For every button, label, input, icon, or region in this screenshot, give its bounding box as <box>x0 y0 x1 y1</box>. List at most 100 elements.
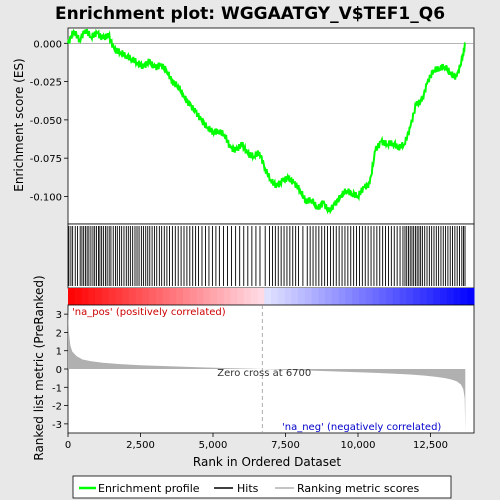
color-bar-segment <box>81 288 89 305</box>
color-bar-segment <box>122 288 130 305</box>
color-bar-segment <box>386 288 394 305</box>
metric-y-label: Ranked list metric (PreRanked) <box>32 275 46 460</box>
color-bar-segment <box>325 288 333 305</box>
color-bar-segment <box>230 288 238 305</box>
color-bar-segment <box>345 288 353 305</box>
color-bar-segment <box>237 288 245 305</box>
color-bar-segment <box>277 288 286 305</box>
color-bar-segment <box>243 288 252 305</box>
color-bar-segment <box>264 288 272 305</box>
color-bar-segment <box>189 288 198 305</box>
color-bar-segment <box>379 288 387 305</box>
es-y-tick-label: -0.100 <box>30 192 62 203</box>
color-bar-segment <box>433 288 441 305</box>
color-bar-segment <box>467 288 475 305</box>
ranking-metric-area <box>68 308 466 432</box>
color-bar-segment <box>162 288 170 305</box>
color-bar-segment <box>101 288 110 305</box>
color-bar-segment <box>460 288 468 305</box>
color-bar-segment <box>311 288 319 305</box>
color-bar-segment <box>257 288 265 305</box>
metric-y-tick-label: 3 <box>56 310 62 321</box>
metric-y-tick-label: 1 <box>56 347 62 358</box>
metric-y-tick-label: -1 <box>52 383 62 394</box>
color-bar-segment <box>155 288 164 305</box>
legend-item-hits: Hits <box>214 482 259 495</box>
color-bar-segment <box>304 288 313 305</box>
legend-profile-label: Enrichment profile <box>98 482 200 495</box>
pos-label: 'na_pos' (positively correlated) <box>72 307 226 318</box>
color-bar-segment <box>135 288 143 305</box>
color-bar-segment <box>176 288 184 305</box>
color-bar-segment <box>196 288 204 305</box>
color-bar-segment <box>271 288 279 305</box>
metric-y-tick-label: 0 <box>56 365 62 376</box>
chart-title: Enrichment plot: WGGAATGY_V$TEF1_Q6 <box>55 4 445 24</box>
x-tick-label: 7,500 <box>271 440 300 451</box>
legend-metric-label: Ranking metric scores <box>297 482 419 495</box>
color-bar-segment <box>446 288 455 305</box>
color-bar-segment <box>318 288 326 305</box>
correlation-color-bar <box>68 288 475 305</box>
x-tick-label: 12,500 <box>413 440 448 451</box>
legend-hits-label: Hits <box>237 482 259 495</box>
color-bar-segment <box>291 288 299 305</box>
color-bar-segment <box>203 288 211 305</box>
color-bar-segment <box>210 288 218 305</box>
es-y-tick-label: -0.025 <box>30 78 62 89</box>
x-axis-label: Rank in Ordered Dataset <box>193 455 341 469</box>
metric-y-axis: 3 2 1 0 -1 -2 -3 <box>52 310 68 431</box>
color-bar-segment <box>440 288 448 305</box>
x-axis: 0 2,500 5,000 7,500 10,000 12,500 <box>65 433 448 451</box>
color-bar-segment <box>284 288 292 305</box>
color-bar-segment <box>74 288 83 305</box>
color-bar-segment <box>413 288 421 305</box>
color-bar-segment <box>149 288 157 305</box>
neg-label: 'na_neg' (negatively correlated) <box>282 422 441 433</box>
es-y-axis: 0.000 -0.025 -0.050 -0.075 -0.100 <box>30 39 68 203</box>
hits-markers <box>68 226 466 286</box>
es-y-tick-label: -0.075 <box>30 154 62 165</box>
color-bar-segment <box>338 288 346 305</box>
color-bar-segment <box>95 288 103 305</box>
color-bar-segment <box>365 288 373 305</box>
es-y-tick-label: 0.000 <box>33 39 62 50</box>
color-bar-segment <box>406 288 414 305</box>
color-bar-segment <box>223 288 231 305</box>
x-tick-label: 2,500 <box>126 440 155 451</box>
color-bar-segment <box>399 288 407 305</box>
legend-box <box>72 475 452 499</box>
metric-y-tick-label: -3 <box>52 420 62 431</box>
color-bar-segment <box>298 288 306 305</box>
color-bar-segment <box>426 288 434 305</box>
color-bar-segment <box>331 288 340 305</box>
color-bar-segment <box>88 288 96 305</box>
zero-cross-label: Zero cross at 6700 <box>217 368 311 379</box>
metric-y-tick-label: -2 <box>52 402 62 413</box>
color-bar-segment <box>453 288 461 305</box>
color-bar-segment <box>216 288 225 305</box>
es-y-tick-label: -0.050 <box>30 116 62 127</box>
hits-panel-background <box>67 223 475 289</box>
color-bar-segment <box>128 288 137 305</box>
color-bar-segment <box>358 288 367 305</box>
color-bar-segment <box>142 288 150 305</box>
color-bar-segment <box>169 288 177 305</box>
legend-item-enrichment-profile: Enrichment profile <box>79 482 200 495</box>
x-tick-label: 0 <box>65 440 71 451</box>
legend-item-ranking-metric: Ranking metric scores <box>275 482 419 495</box>
color-bar-segment <box>392 288 401 305</box>
enrichment-profile-line <box>67 28 466 215</box>
color-bar-segment <box>419 288 428 305</box>
color-bar-segment <box>183 288 191 305</box>
metric-y-tick-label: 2 <box>56 328 62 339</box>
color-bar-segment <box>372 288 380 305</box>
color-bar-segment <box>115 288 123 305</box>
color-bar-segment <box>352 288 360 305</box>
es-y-label: Enrichment score (ES) <box>12 58 26 191</box>
color-bar-segment <box>250 288 258 305</box>
color-bar-segment <box>108 288 116 305</box>
x-tick-label: 10,000 <box>341 440 376 451</box>
x-tick-label: 5,000 <box>199 440 228 451</box>
